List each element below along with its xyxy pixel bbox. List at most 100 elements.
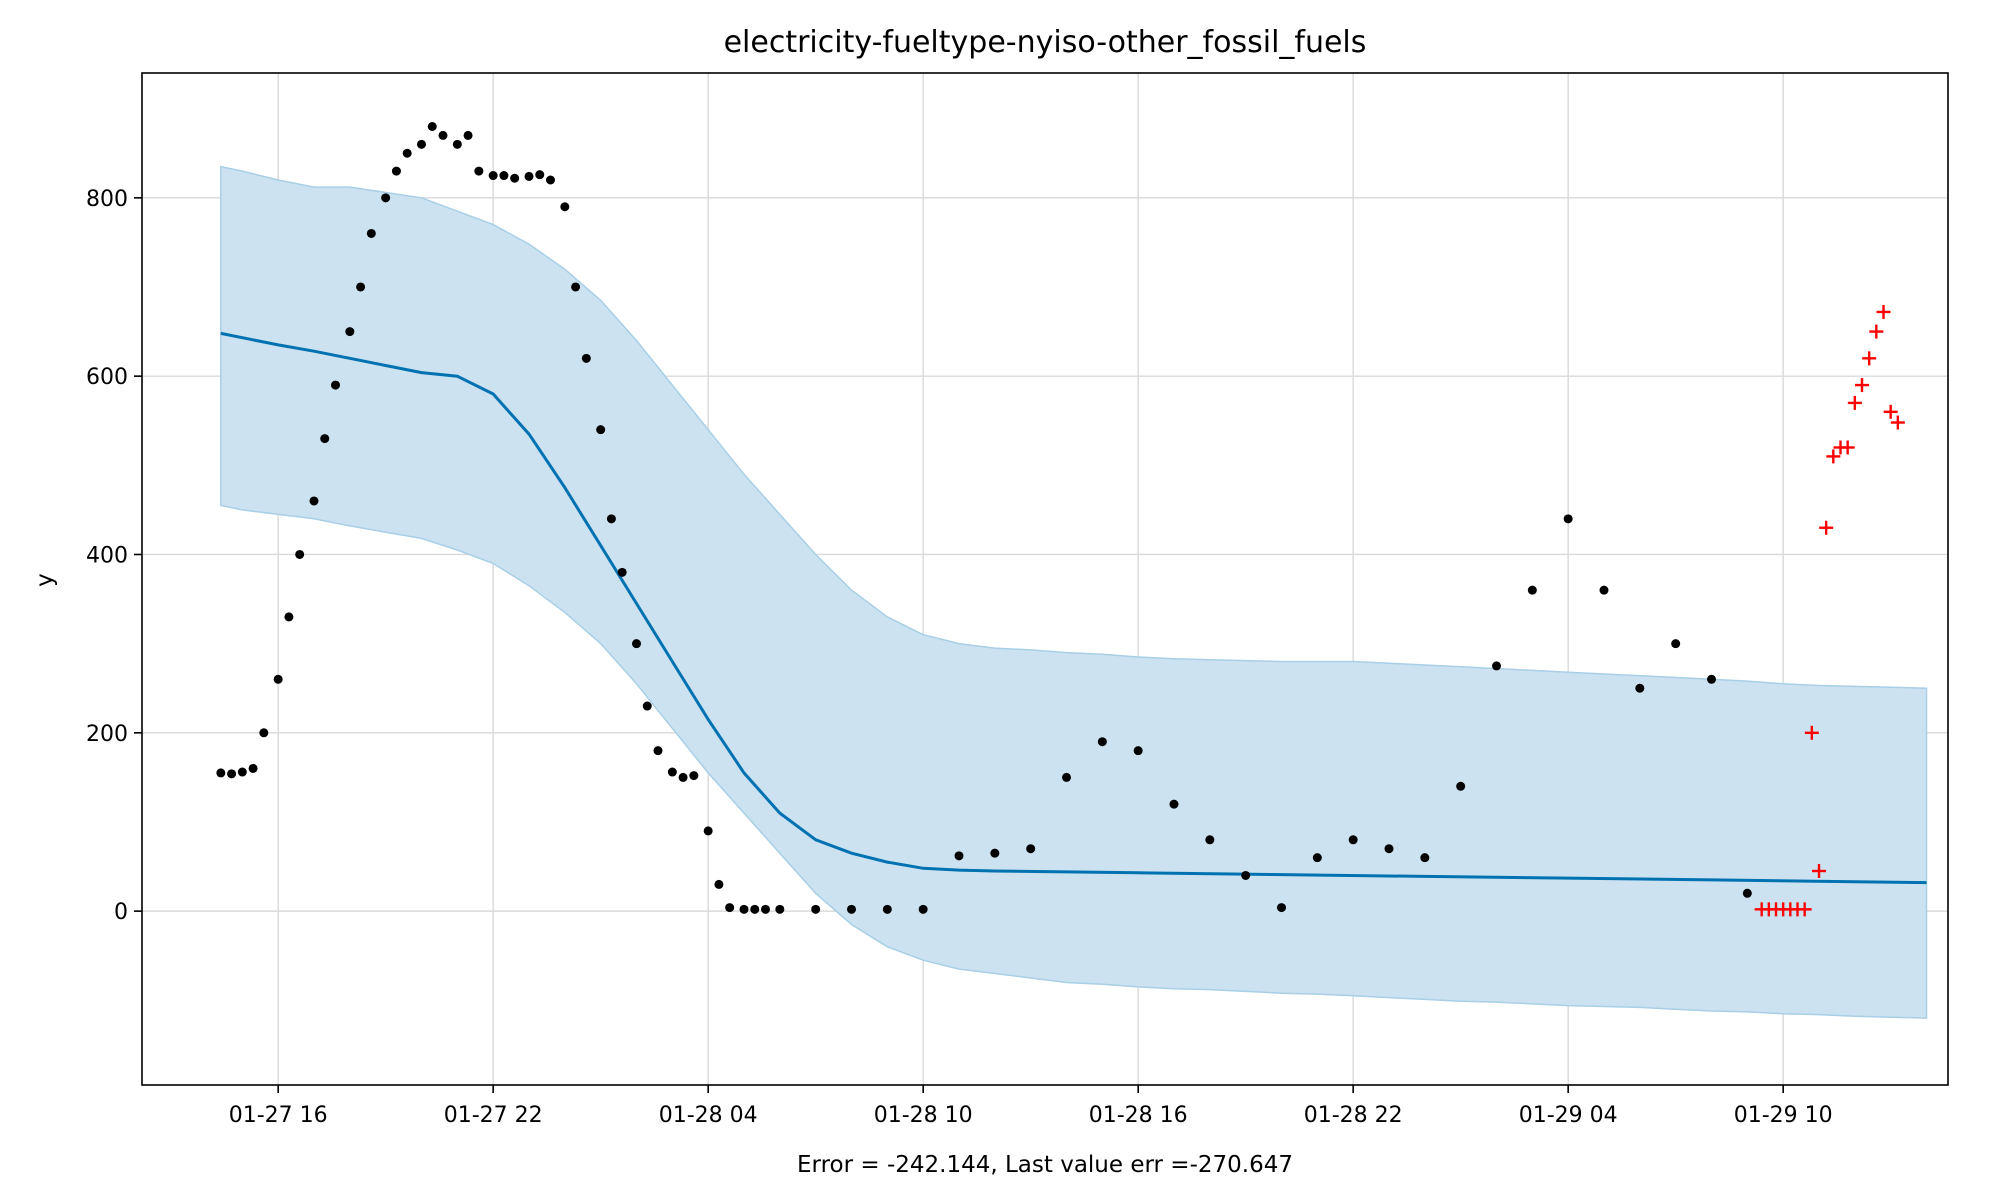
observed-point <box>703 826 713 836</box>
observed-point <box>1635 683 1645 693</box>
test-point <box>1883 404 1898 419</box>
observed-point <box>1348 835 1358 845</box>
x-axis-label: Error = -242.144, Last value err =-270.6… <box>797 1152 1293 1178</box>
observed-point <box>581 353 591 363</box>
observed-point <box>402 148 412 158</box>
observed-point <box>284 612 294 622</box>
observed-point <box>510 173 520 183</box>
observed-point <box>331 380 340 390</box>
observed-point <box>309 496 319 506</box>
observed-point <box>596 425 606 435</box>
observed-point <box>417 139 426 149</box>
observed-point <box>714 879 724 889</box>
observed-point <box>391 166 401 176</box>
observed-point <box>882 904 892 914</box>
x-tick-label: 01-28 16 <box>1089 1103 1188 1128</box>
y-axis-label: y <box>32 573 58 587</box>
observed-point <box>356 282 366 292</box>
test-points-group <box>1754 304 1905 917</box>
observed-point <box>1492 661 1501 671</box>
y-axis-ticks: 0 200 400 600 800 <box>86 187 142 925</box>
test-point <box>1890 415 1905 430</box>
observed-point <box>499 171 509 181</box>
observed-point <box>667 767 677 777</box>
test-point <box>1826 449 1841 464</box>
observed-point <box>381 193 391 203</box>
observed-point <box>761 904 770 914</box>
observed-point <box>546 175 555 185</box>
observed-point <box>1097 737 1107 747</box>
observed-point <box>1062 772 1071 782</box>
observed-point <box>606 514 616 524</box>
test-point <box>1847 395 1862 410</box>
x-tick-label: 01-29 04 <box>1519 1103 1618 1128</box>
y-tick-label: 400 <box>86 543 128 568</box>
observed-point <box>632 639 641 649</box>
observed-point <box>1205 835 1215 845</box>
chart-title: electricity-fueltype-nyiso-other_fossil_… <box>724 25 1367 60</box>
observed-point <box>1133 746 1143 756</box>
observed-point <box>653 746 663 756</box>
test-point <box>1855 378 1869 393</box>
test-point <box>1862 351 1877 366</box>
x-tick-label: 01-29 10 <box>1734 1103 1833 1128</box>
observed-point <box>739 904 749 914</box>
test-point <box>1869 324 1884 339</box>
x-axis-ticks: 01-27 16 01-27 22 01-28 04 01-28 10 01-28 16… <box>229 1085 1833 1128</box>
observed-point <box>227 769 237 779</box>
observed-point <box>990 848 1000 858</box>
y-tick-label: 600 <box>86 365 128 390</box>
observed-point <box>248 763 258 773</box>
x-tick-label: 01-27 22 <box>444 1103 543 1128</box>
plot-frame <box>141 72 1949 1086</box>
observed-point <box>1707 674 1716 684</box>
uncertainty-band-group <box>220 165 1928 1019</box>
observed-point <box>954 851 964 861</box>
observed-point <box>345 327 355 337</box>
observed-point <box>1241 870 1251 880</box>
observed-point <box>1563 514 1573 524</box>
observed-point <box>750 904 760 914</box>
observed-point <box>474 166 484 176</box>
x-tick-label: 01-28 10 <box>874 1103 973 1128</box>
observed-point <box>1671 639 1681 649</box>
observed-point <box>642 701 652 711</box>
observed-point <box>678 772 688 782</box>
observed-point <box>488 171 498 181</box>
observed-points-group <box>216 121 1752 914</box>
observed-point <box>216 768 226 778</box>
observed-point <box>273 674 283 684</box>
test-point <box>1812 864 1826 879</box>
observed-point <box>295 549 305 559</box>
y-tick-label: 0 <box>114 900 128 925</box>
observed-point <box>1742 888 1752 898</box>
observed-point <box>1599 585 1609 595</box>
test-point <box>1876 304 1891 319</box>
x-tick-label: 01-27 16 <box>229 1103 328 1128</box>
test-point <box>1797 902 1812 917</box>
observed-point <box>560 202 570 212</box>
observed-point <box>725 903 735 913</box>
observed-point <box>811 904 821 914</box>
test-point <box>1840 440 1855 455</box>
uncertainty-band <box>220 165 1928 1019</box>
observed-point <box>427 121 437 131</box>
observed-point <box>1420 853 1430 863</box>
observed-point <box>452 139 462 149</box>
y-tick-label: 200 <box>86 722 128 747</box>
forecast-line <box>220 331 1927 885</box>
observed-point <box>366 228 376 238</box>
observed-point <box>571 282 581 292</box>
observed-point <box>1026 844 1036 854</box>
observed-point <box>524 171 534 181</box>
observed-point <box>438 130 448 140</box>
observed-point <box>689 771 699 781</box>
observed-point <box>1384 844 1394 854</box>
test-point <box>1819 520 1834 535</box>
x-tick-label: 01-28 04 <box>659 1103 758 1128</box>
observed-point <box>237 767 247 777</box>
observed-point <box>1169 799 1179 809</box>
